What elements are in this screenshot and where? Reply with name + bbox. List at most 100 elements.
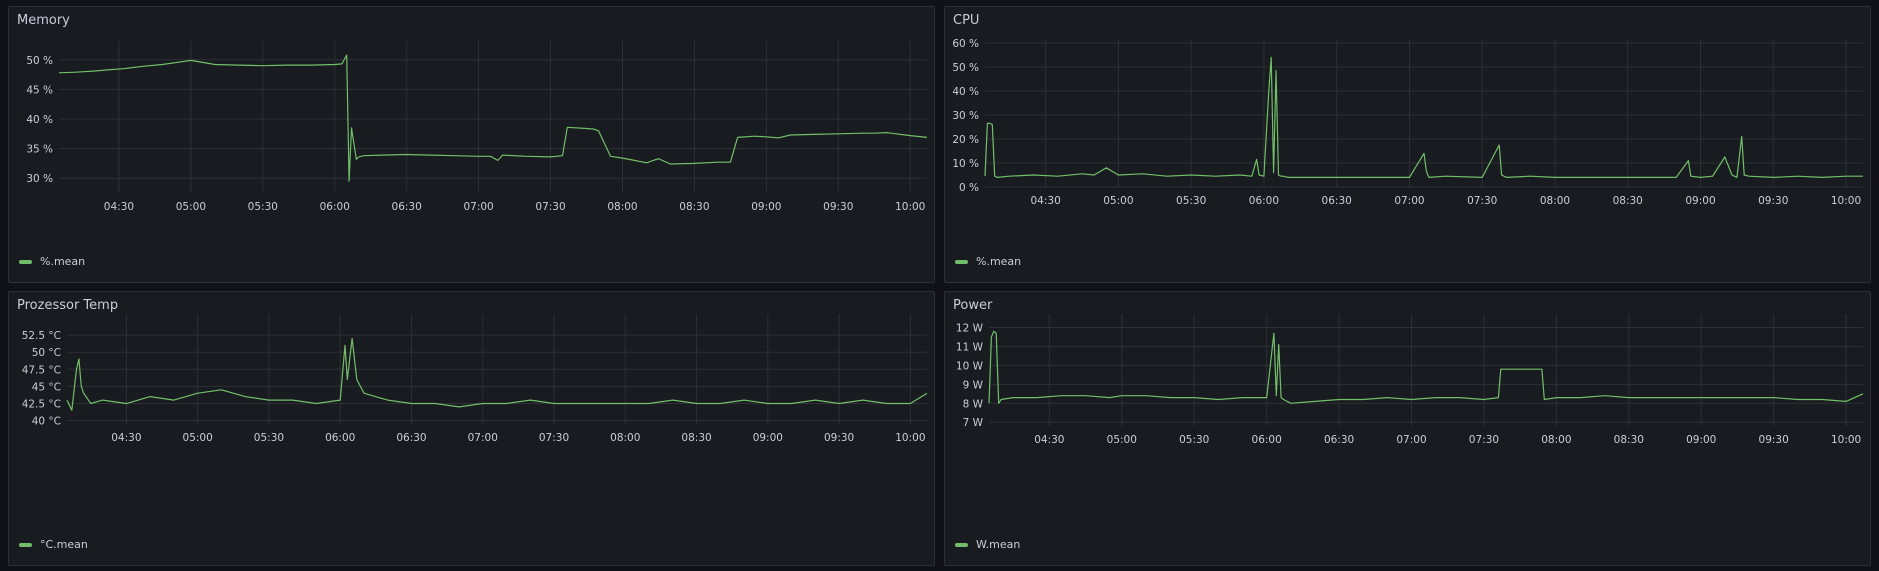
y-tick-label: 42.5 °C xyxy=(22,398,61,410)
x-tick-label: 05:30 xyxy=(254,432,284,444)
y-tick-label: 20 % xyxy=(952,134,979,146)
x-tick-label: 09:00 xyxy=(1686,434,1716,446)
x-tick-label: 06:00 xyxy=(1249,195,1279,207)
x-tick-label: 09:30 xyxy=(824,432,854,444)
legend-swatch xyxy=(955,542,968,547)
x-tick-label: 05:00 xyxy=(1107,434,1137,446)
panel-title: Memory xyxy=(17,13,70,28)
y-tick-label: 30 % xyxy=(26,173,53,185)
y-tick-label: 50 °C xyxy=(32,347,61,359)
x-tick-label: 05:30 xyxy=(248,201,278,213)
x-tick-label: 06:00 xyxy=(325,432,355,444)
y-tick-label: 10 W xyxy=(956,360,984,372)
legend-swatch xyxy=(19,542,32,547)
x-tick-label: 07:00 xyxy=(1396,434,1426,446)
panel-title: CPU xyxy=(953,13,980,28)
legend-swatch xyxy=(955,259,968,264)
series-line[interactable] xyxy=(58,54,928,182)
x-tick-label: 08:00 xyxy=(610,432,640,444)
x-tick-label: 04:30 xyxy=(104,201,134,213)
x-tick-label: 05:30 xyxy=(1176,195,1206,207)
y-tick-label: 35 % xyxy=(26,144,53,156)
y-tick-label: 52.5 °C xyxy=(22,330,61,342)
x-tick-label: 10:00 xyxy=(895,201,925,213)
y-tick-label: 40 °C xyxy=(32,416,61,428)
x-tick-label: 07:30 xyxy=(539,432,569,444)
x-tick-label: 06:30 xyxy=(1324,434,1354,446)
x-tick-label: 08:00 xyxy=(1540,195,1570,207)
x-tick-label: 08:00 xyxy=(607,201,637,213)
panel-memory[interactable]: Memory 30 % 35 % 40 % 45 % 50 % 04:30 05:00 05:… xyxy=(8,6,935,283)
x-tick-label: 06:00 xyxy=(320,201,350,213)
x-tick-label: 10:00 xyxy=(895,432,925,444)
x-tick-label: 04:30 xyxy=(1031,195,1061,207)
y-tick-label: 40 % xyxy=(952,86,979,98)
x-tick-label: 10:00 xyxy=(1831,195,1861,207)
x-tick-label: 06:30 xyxy=(1322,195,1352,207)
panel-power[interactable]: Power 7 W 8 W 9 W 10 W 11 W 12 W 04:30 05:00 05:… xyxy=(944,291,1871,566)
x-tick-label: 07:30 xyxy=(1467,195,1497,207)
y-tick-label: 50 % xyxy=(26,55,53,67)
x-tick-label: 07:00 xyxy=(1394,195,1424,207)
y-tick-label: 47.5 °C xyxy=(22,364,61,376)
series-line[interactable] xyxy=(984,56,1863,178)
memory-chart[interactable]: 30 % 35 % 40 % 45 % 50 % 04:30 05:00 05:30 06:00… xyxy=(9,7,936,284)
y-tick-label: 60 % xyxy=(952,38,979,50)
legend[interactable]: °C.mean xyxy=(19,538,88,551)
legend[interactable]: %.mean xyxy=(955,255,1021,268)
x-tick-label: 09:30 xyxy=(1758,195,1788,207)
y-tick-label: 10 % xyxy=(952,158,979,170)
legend-label: °C.mean xyxy=(40,538,88,551)
legend[interactable]: W.mean xyxy=(955,538,1020,551)
legend-label: %.mean xyxy=(976,255,1022,268)
y-tick-label: 12 W xyxy=(956,322,984,334)
panel-title: Prozessor Temp xyxy=(17,298,119,313)
y-tick-label: 7 W xyxy=(963,417,984,429)
x-tick-label: 06:00 xyxy=(1252,434,1282,446)
x-tick-label: 09:00 xyxy=(753,432,783,444)
y-tick-label: 45 % xyxy=(26,84,53,96)
panel-title: Power xyxy=(953,298,993,313)
power-chart[interactable]: 7 W 8 W 9 W 10 W 11 W 12 W 04:30 05:00 05:30 06:0… xyxy=(945,292,1872,567)
y-tick-label: 40 % xyxy=(26,114,53,126)
x-tick-label: 05:30 xyxy=(1179,434,1209,446)
x-tick-label: 05:00 xyxy=(176,201,206,213)
x-tick-label: 08:30 xyxy=(681,432,711,444)
series-line[interactable] xyxy=(988,330,1864,404)
cpu-chart[interactable]: 0 % 10 % 20 % 30 % 40 % 50 % 60 % 04:30 05:00 05:… xyxy=(945,7,1872,284)
y-tick-label: 11 W xyxy=(956,341,984,353)
panel-processor-temp[interactable]: Prozessor Temp 40 °C 42.5 °C 45 °C 47.5 °C 5… xyxy=(8,291,935,566)
x-tick-label: 09:00 xyxy=(751,201,781,213)
x-tick-label: 05:00 xyxy=(1103,195,1133,207)
x-tick-label: 09:00 xyxy=(1685,195,1715,207)
x-tick-label: 08:30 xyxy=(679,201,709,213)
x-tick-label: 07:30 xyxy=(535,201,565,213)
y-tick-label: 0 % xyxy=(959,182,979,194)
temp-chart[interactable]: 40 °C 42.5 °C 45 °C 47.5 °C 50 °C 52.5 °C 04:3… xyxy=(9,292,936,567)
x-tick-label: 08:30 xyxy=(1613,195,1643,207)
x-tick-label: 07:00 xyxy=(463,201,493,213)
legend-label: W.mean xyxy=(976,538,1021,551)
panel-cpu[interactable]: CPU 0 % 10 % 20 % 30 % 40 % 50 % 60 % 04:30 05:0… xyxy=(944,6,1871,283)
x-tick-label: 07:30 xyxy=(1469,434,1499,446)
legend[interactable]: %.mean xyxy=(19,255,85,268)
x-tick-label: 06:30 xyxy=(396,432,426,444)
x-tick-label: 08:30 xyxy=(1614,434,1644,446)
x-tick-label: 09:30 xyxy=(823,201,853,213)
y-tick-label: 50 % xyxy=(952,62,979,74)
legend-swatch xyxy=(19,259,32,264)
x-tick-label: 08:00 xyxy=(1541,434,1571,446)
x-tick-label: 10:00 xyxy=(1831,434,1861,446)
x-tick-label: 06:30 xyxy=(392,201,422,213)
y-tick-label: 30 % xyxy=(952,110,979,122)
x-tick-label: 04:30 xyxy=(1034,434,1064,446)
y-tick-label: 45 °C xyxy=(32,381,61,393)
x-tick-label: 04:30 xyxy=(111,432,141,444)
y-tick-label: 9 W xyxy=(963,379,984,391)
series-line[interactable] xyxy=(66,337,928,411)
legend-label: %.mean xyxy=(40,255,86,268)
x-tick-label: 07:00 xyxy=(468,432,498,444)
x-tick-label: 09:30 xyxy=(1759,434,1789,446)
x-tick-label: 05:00 xyxy=(183,432,213,444)
